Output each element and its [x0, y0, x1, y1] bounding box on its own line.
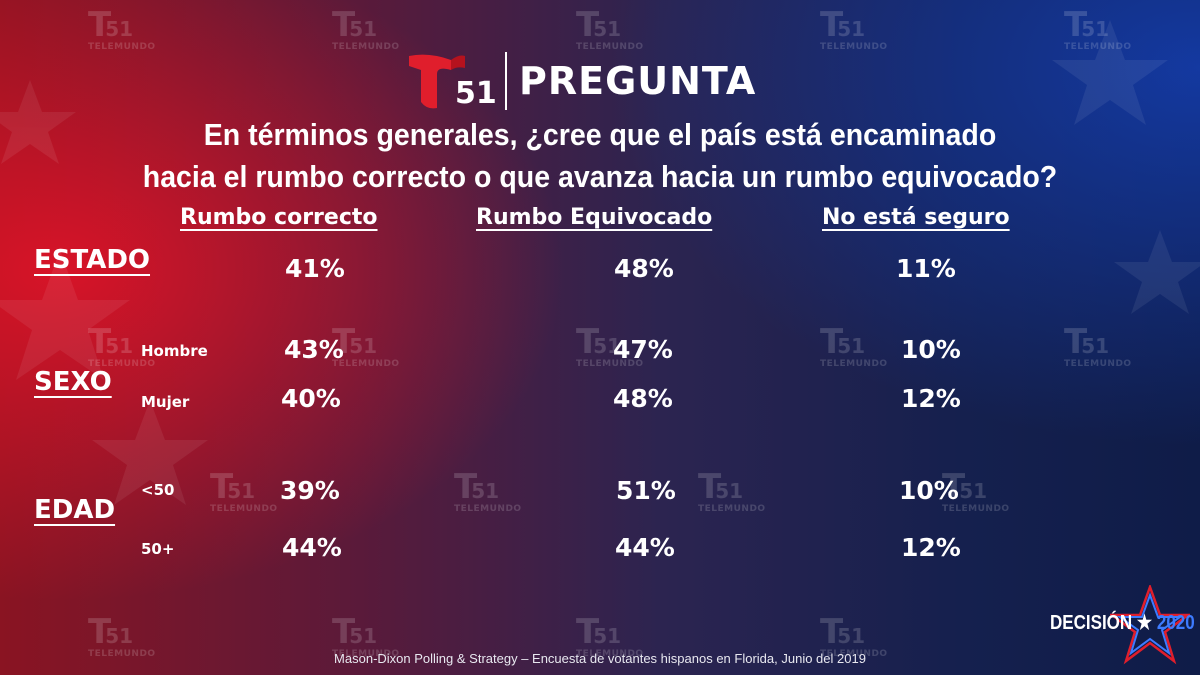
- value-under50-equivocado: 51%: [616, 476, 676, 505]
- watermark-logo: T51 TELEMUNDO: [820, 5, 888, 52]
- row-label-50-plus: 50+: [141, 540, 175, 558]
- question-text: En términos generales, ¿cree que el país…: [48, 114, 1152, 198]
- value-estado-no-seguro: 11%: [896, 254, 956, 283]
- watermark-logo: T51 TELEMUNDO: [576, 612, 644, 659]
- watermark-logo: T51 TELEMUNDO: [88, 612, 156, 659]
- header-divider: [505, 52, 507, 110]
- watermark-logo: T51 TELEMUNDO: [454, 467, 522, 514]
- value-50plus-correcto: 44%: [282, 533, 342, 562]
- value-estado-correcto: 41%: [285, 254, 345, 283]
- watermark-logo: T51 TELEMUNDO: [1064, 322, 1132, 369]
- question-line-2: hacia el rumbo correcto o que avanza hac…: [142, 159, 1058, 194]
- decision-star-glyph: ★: [1136, 612, 1153, 634]
- watermark-logo: T51 TELEMUNDO: [576, 5, 644, 52]
- question-line-1: En términos generales, ¿cree que el país…: [203, 117, 997, 152]
- watermark-logo: T51 TELEMUNDO: [1064, 5, 1132, 52]
- watermark-logo: T51 TELEMUNDO: [332, 322, 400, 369]
- decision-year: 2020: [1156, 612, 1195, 634]
- watermark-logo: T51 TELEMUNDO: [820, 322, 888, 369]
- value-mujer-correcto: 40%: [281, 384, 341, 413]
- value-mujer-no-seguro: 12%: [901, 384, 961, 413]
- watermark-logo: T51 TELEMUNDO: [698, 467, 766, 514]
- source-footnote: Mason-Dixon Polling & Strategy – Encuest…: [334, 651, 866, 666]
- value-hombre-correcto: 43%: [284, 335, 344, 364]
- row-label-mujer: Mujer: [141, 393, 190, 411]
- telemundo-51-logo: 51: [407, 52, 499, 111]
- row-label-under-50: <50: [141, 481, 175, 499]
- decision-word: DECISIÓN: [1050, 612, 1133, 634]
- value-estado-equivocado: 48%: [614, 254, 674, 283]
- page-title: PREGUNTA: [519, 59, 757, 103]
- decision-star-icon: [1110, 585, 1190, 665]
- group-label-sexo: SEXO: [34, 367, 112, 397]
- value-under50-correcto: 39%: [280, 476, 340, 505]
- watermark-logo: T51 TELEMUNDO: [88, 5, 156, 52]
- watermark-logo: T51 TELEMUNDO: [332, 612, 400, 659]
- value-hombre-equivocado: 47%: [613, 335, 673, 364]
- watermark-logo: T51 TELEMUNDO: [820, 612, 888, 659]
- row-label-hombre: Hombre: [141, 342, 208, 360]
- decision-2020-badge: DECISIÓN ★ 2020: [1050, 610, 1195, 635]
- header: 51 PREGUNTA: [407, 52, 757, 111]
- column-header-rumbo-correcto: Rumbo correcto: [180, 205, 378, 230]
- watermark-logo: T51 TELEMUNDO: [88, 322, 156, 369]
- column-header-rumbo-equivocado: Rumbo Equivocado: [476, 205, 713, 230]
- value-50plus-equivocado: 44%: [615, 533, 675, 562]
- column-header-no-esta-seguro: No está seguro: [822, 205, 1010, 230]
- watermark-logo: T51 TELEMUNDO: [210, 467, 278, 514]
- watermark-logo: T51 TELEMUNDO: [576, 322, 644, 369]
- group-label-estado: ESTADO: [34, 245, 151, 275]
- value-under50-no-seguro: 10%: [899, 476, 959, 505]
- value-mujer-equivocado: 48%: [613, 384, 673, 413]
- value-50plus-no-seguro: 12%: [901, 533, 961, 562]
- group-label-edad: EDAD: [34, 495, 116, 525]
- watermark-logo: T51 TELEMUNDO: [332, 5, 400, 52]
- value-hombre-no-seguro: 10%: [901, 335, 961, 364]
- logo-number: 51: [455, 76, 497, 111]
- watermark-logo: T51 TELEMUNDO: [942, 467, 1010, 514]
